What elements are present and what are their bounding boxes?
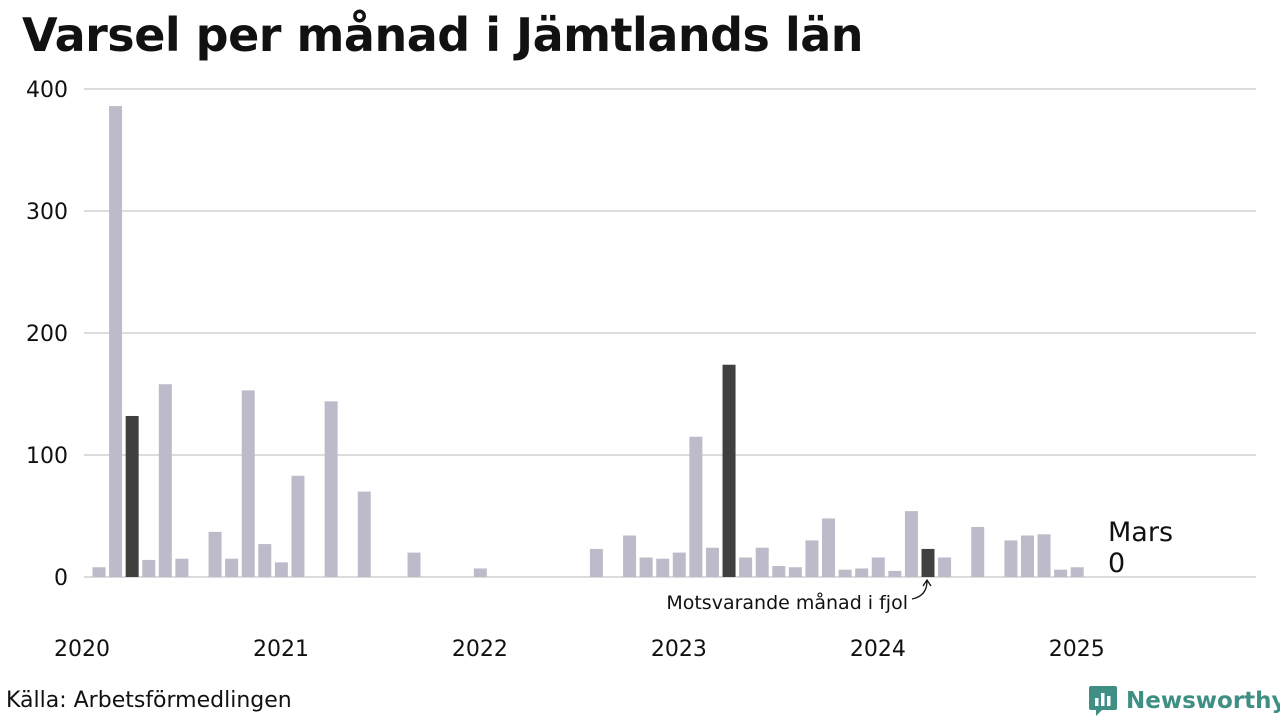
bar-2020-12 [274, 562, 288, 577]
bar-2020-10 [241, 390, 255, 577]
bar-2023-05 [755, 547, 769, 577]
bar-2024-12 [1070, 567, 1084, 577]
bar-2023-02 [705, 547, 719, 577]
last-month-label: Mars [1108, 517, 1173, 548]
bar-2020-01 [92, 567, 106, 577]
bar-2023-01 [689, 436, 703, 577]
bar-2020-11 [258, 544, 272, 577]
annotation-label: Motsvarande månad i fjol [666, 591, 908, 614]
bar-2023-03 [722, 364, 736, 577]
bar-2024-06 [971, 526, 985, 577]
annotation-arrow [911, 580, 928, 600]
y-tick-label-200: 200 [26, 322, 68, 347]
bar-2020-08 [208, 531, 222, 577]
bar-2022-12 [672, 552, 686, 577]
y-axis-ticks: 0 100 200 300 400 [26, 78, 68, 591]
bar-2024-01 [888, 570, 902, 577]
bar-2024-08 [1004, 540, 1018, 577]
bar-2023-08 [805, 540, 819, 577]
bar-2024-04 [938, 557, 952, 577]
x-tick-label-2021: 2021 [253, 637, 309, 662]
bars [92, 106, 1084, 577]
bar-2023-12 [871, 557, 885, 577]
bar-2024-03 [921, 548, 935, 577]
bar-2023-10 [838, 569, 852, 577]
y-tick-label-0: 0 [54, 566, 68, 591]
bar-2024-10 [1037, 534, 1051, 577]
bar-2023-09 [822, 518, 836, 577]
x-tick-label-2022: 2022 [452, 637, 508, 662]
y-tick-label-100: 100 [26, 444, 68, 469]
bar-2020-05 [158, 384, 172, 577]
newsworthy-logo: Newsworthy [1088, 684, 1280, 718]
bar-chart-icon [1089, 686, 1117, 716]
bar-2023-06 [772, 566, 786, 577]
x-tick-label-2023: 2023 [651, 637, 707, 662]
y-tick-label-300: 300 [26, 200, 68, 225]
x-tick-label-2024: 2024 [850, 637, 906, 662]
source-note: Källa: Arbetsförmedlingen [6, 688, 292, 713]
bar-2020-09 [225, 558, 239, 577]
chart-title: Varsel per månad i Jämtlands län [22, 8, 864, 62]
bar-2021-03 [324, 401, 338, 577]
bar-chart: 0 100 200 300 400 2020 2021 2022 2023 2024 2025 M… [26, 78, 1256, 662]
bar-2022-10 [639, 557, 653, 577]
bar-2021-12 [473, 568, 487, 577]
bar-2023-04 [739, 557, 753, 577]
bar-2022-11 [656, 558, 670, 577]
x-tick-label-2025: 2025 [1049, 637, 1105, 662]
gridlines [84, 88, 1256, 578]
bar-2024-09 [1020, 535, 1034, 577]
y-tick-label-400: 400 [26, 78, 68, 103]
bar-2023-11 [855, 568, 869, 577]
x-tick-label-2020: 2020 [54, 637, 110, 662]
bar-2023-07 [788, 567, 802, 577]
bar-2020-06 [175, 558, 189, 577]
bar-2020-02 [109, 106, 123, 577]
bar-2021-01 [291, 475, 305, 577]
bar-2022-09 [623, 535, 637, 577]
bar-2022-07 [589, 548, 603, 577]
bar-2024-11 [1054, 569, 1068, 577]
annotation-arrowhead [922, 578, 932, 587]
last-value-label: 0 [1108, 548, 1125, 579]
x-axis-ticks: 2020 2021 2022 2023 2024 2025 [54, 637, 1105, 662]
bar-2021-05 [357, 491, 371, 577]
bar-2021-08 [407, 552, 421, 577]
bar-2024-02 [904, 511, 918, 577]
bar-2020-03 [125, 415, 139, 577]
brand-name: Newsworthy [1126, 688, 1280, 714]
bar-2020-04 [142, 559, 156, 577]
